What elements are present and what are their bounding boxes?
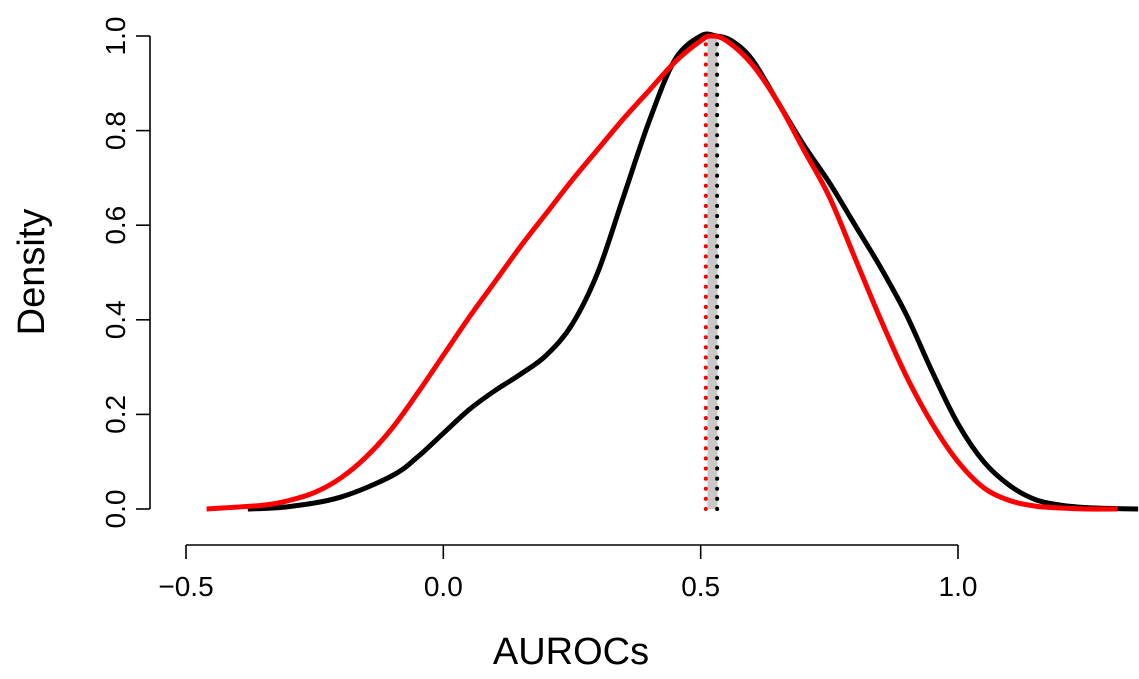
- density-curve-red: [206, 33, 1118, 512]
- x-tick-label: 1.0: [939, 571, 978, 602]
- reference-lines: [703, 34, 720, 511]
- axes: −0.5 0.0 0.5 1.0 0.0 0.2 0.4 0.6 0.8 1.0: [100, 17, 977, 602]
- y-axis-ticks: 0.0 0.2 0.4 0.6 0.8 1.0: [100, 17, 150, 529]
- y-tick-label: 0.4: [100, 300, 131, 339]
- x-axis-title: AUROCs: [493, 631, 649, 673]
- y-tick-label: 0.2: [100, 395, 131, 434]
- y-tick-label: 0.8: [100, 111, 131, 150]
- y-tick-label: 1.0: [100, 17, 131, 56]
- x-axis-ticks: −0.5 0.0 0.5 1.0: [158, 545, 977, 602]
- x-tick-label: 0.5: [681, 571, 720, 602]
- density-curves: [206, 31, 1139, 512]
- y-tick-label: 0.0: [100, 490, 131, 529]
- x-tick-label: 0.0: [424, 571, 463, 602]
- y-tick-label: 0.6: [100, 206, 131, 245]
- y-axis-title: Density: [11, 209, 53, 336]
- x-tick-label: −0.5: [158, 571, 213, 602]
